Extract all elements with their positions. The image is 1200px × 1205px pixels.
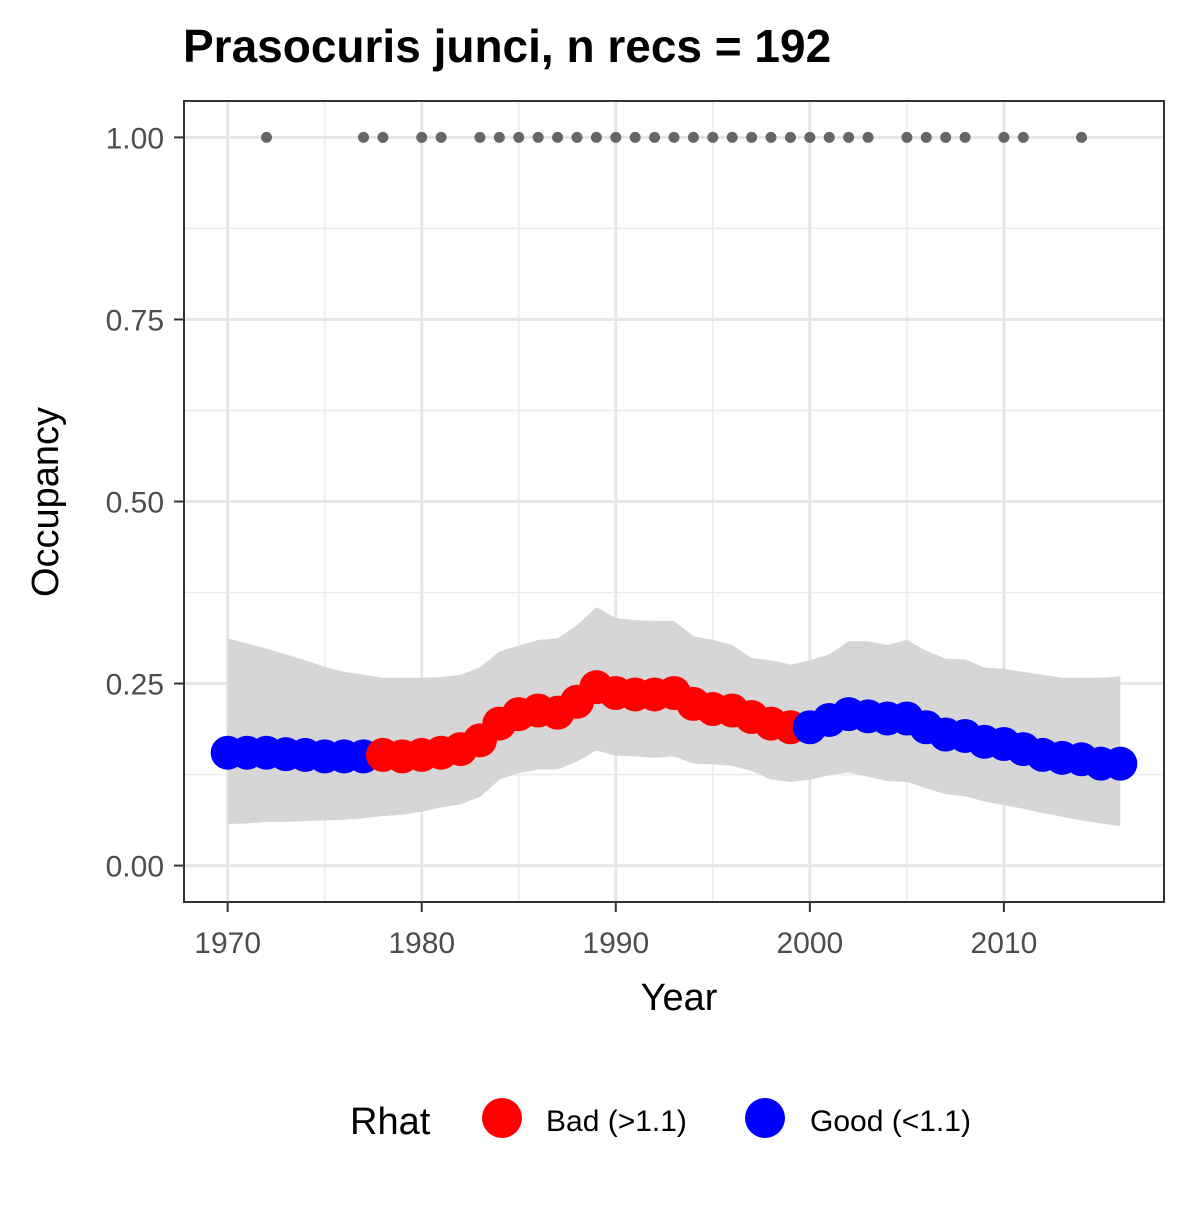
record-dot [571, 131, 583, 143]
record-dot [358, 131, 370, 143]
x-tick-label: 2010 [971, 927, 1038, 960]
x-tick-label: 1970 [194, 927, 261, 960]
record-dot [493, 131, 505, 143]
x-axis: 1970 1980 1990 2000 2010 [194, 902, 1037, 960]
legend-label-bad: Bad (>1.1) [546, 1105, 687, 1138]
record-dot [377, 131, 389, 143]
occupancy-point-good [1103, 746, 1138, 781]
record-dot [746, 131, 758, 143]
confidence-ribbon [227, 607, 1121, 827]
y-tick-label: 0.75 [106, 304, 164, 337]
record-dot [629, 131, 641, 143]
y-tick-label: 0.50 [106, 487, 164, 520]
record-dot [998, 131, 1010, 143]
record-dot [610, 131, 622, 143]
record-dot [940, 131, 952, 143]
record-dot [920, 131, 932, 143]
x-tick-label: 1990 [582, 927, 649, 960]
x-axis-label: Year [641, 977, 718, 1019]
record-dot [823, 131, 835, 143]
legend-key-good [745, 1098, 785, 1138]
legend: Rhat Bad (>1.1) Good (<1.1) [350, 1098, 971, 1143]
chart-title: Prasocuris junci, n recs = 192 [183, 20, 831, 72]
record-dot [1017, 131, 1029, 143]
record-dot [843, 131, 855, 143]
record-dot [532, 131, 544, 143]
y-tick-label: 0.25 [106, 669, 164, 702]
record-dot [901, 131, 913, 143]
record-dot [862, 131, 874, 143]
record-dot [435, 131, 447, 143]
record-dot [1076, 131, 1088, 143]
record-dot [552, 131, 564, 143]
y-axis-label: Occupancy [25, 407, 67, 597]
legend-title: Rhat [350, 1101, 431, 1143]
record-dot [649, 131, 661, 143]
record-dot [726, 131, 738, 143]
legend-key-bad [482, 1098, 522, 1138]
x-tick-label: 2000 [776, 927, 843, 960]
y-axis: 0.00 0.25 0.50 0.75 1.00 [106, 122, 184, 884]
record-dots-layer [260, 131, 1088, 143]
record-dot [513, 131, 525, 143]
legend-label-good: Good (<1.1) [810, 1105, 971, 1138]
confidence-ribbon-layer [227, 607, 1121, 827]
record-dot [707, 131, 719, 143]
record-dot [784, 131, 796, 143]
record-dot [416, 131, 428, 143]
record-dot [804, 131, 816, 143]
record-dot [765, 131, 777, 143]
y-tick-label: 1.00 [106, 122, 164, 155]
occupancy-points-layer [210, 670, 1138, 781]
record-dot [668, 131, 680, 143]
x-tick-label: 1980 [388, 927, 455, 960]
record-dot [260, 131, 272, 143]
record-dot [474, 131, 486, 143]
record-dot [590, 131, 602, 143]
y-tick-label: 0.00 [106, 851, 164, 884]
record-dot [687, 131, 699, 143]
record-dot [959, 131, 971, 143]
